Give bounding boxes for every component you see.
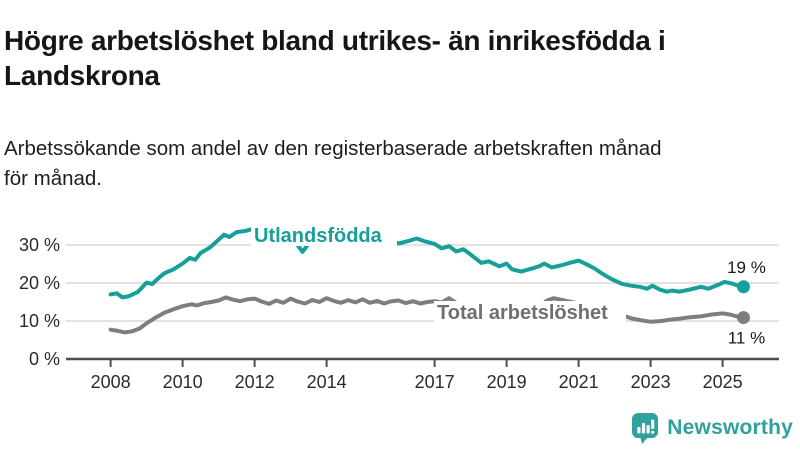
chart-title: Högre arbetslöshet bland utrikes- än inr…	[4, 23, 796, 93]
chart-subtitle-line-1: Arbetssökande som andel av den registerb…	[4, 136, 662, 160]
series-line-utlandsf-dda	[108, 225, 746, 300]
series-line-total-arbetsl-shet	[108, 295, 746, 335]
newsworthy-logo[interactable]: Newsworthy	[631, 412, 793, 444]
chart-subtitle-line-2: för månad.	[4, 166, 102, 190]
chart-subtitle: Arbetssökande som andel av den registerb…	[4, 134, 796, 194]
series-label-mask	[251, 224, 397, 246]
x-axis-label: 2012	[235, 372, 275, 392]
y-axis-label: 30 %	[19, 235, 60, 255]
logo-exclamation-bar	[651, 419, 655, 429]
y-axis-label: 20 %	[19, 273, 60, 293]
logo-exclamation-dot	[651, 430, 655, 434]
series-label-mask	[434, 301, 626, 323]
logo-bar-1	[637, 427, 641, 434]
x-axis-label: 2010	[163, 372, 203, 392]
x-axis-label: 2025	[703, 372, 743, 392]
y-axis-label: 0 %	[29, 349, 60, 369]
series-end-dot	[736, 280, 750, 294]
x-axis-label: 2021	[559, 372, 599, 392]
series-end-dot	[736, 311, 750, 325]
x-axis-label: 2014	[307, 372, 347, 392]
series-label: Total arbetslöshet	[437, 302, 608, 324]
newsworthy-logo-icon	[632, 413, 659, 444]
newsworthy-wordmark: Newsworthy	[667, 416, 793, 439]
chart-title-line-1: Högre arbetslöshet bland utrikes- än inr…	[4, 24, 666, 56]
series-label: Utlandsfödda	[254, 225, 383, 247]
x-axis-label: 2017	[415, 372, 455, 392]
logo-bar-2	[642, 423, 646, 434]
y-axis-label: 10 %	[19, 311, 60, 331]
series-end-value: 19 %	[727, 258, 766, 277]
logo-bar-3	[646, 425, 650, 434]
x-axis-label: 2008	[91, 372, 131, 392]
x-axis-label: 2023	[631, 372, 671, 392]
line-chart: 2008 2010 2012 2014 2017 2019 2021 2023 2025 0 % 1…	[19, 224, 779, 392]
chart-title-line-2: Landskrona	[4, 59, 160, 91]
series-end-value: 11 %	[728, 329, 766, 348]
x-axis-label: 2019	[487, 372, 527, 392]
